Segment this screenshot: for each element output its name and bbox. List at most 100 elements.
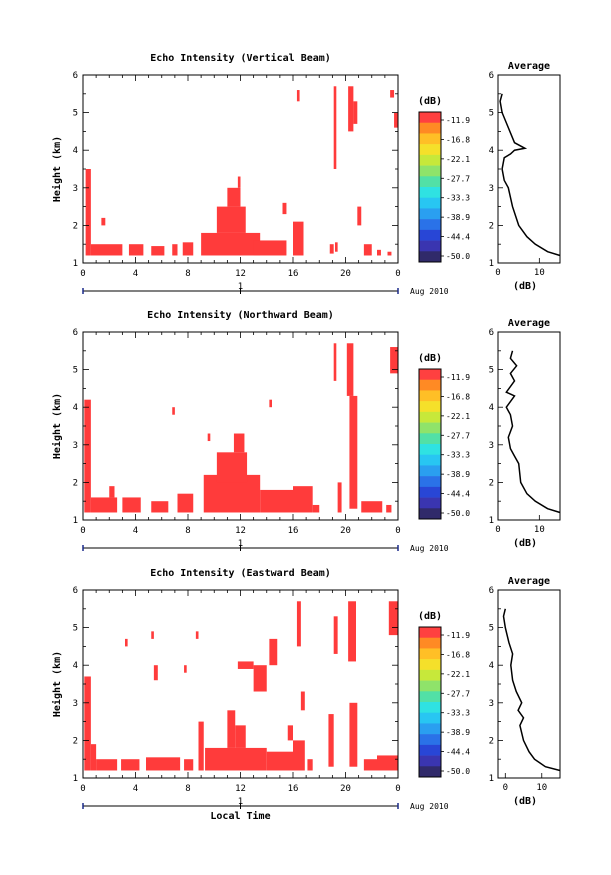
colorbar-swatch	[419, 379, 441, 391]
colorbar-swatch	[419, 476, 441, 488]
echo-region	[328, 714, 334, 767]
echo-region	[151, 501, 169, 513]
y-tick-label: 5	[73, 366, 78, 376]
echo-region	[201, 232, 261, 256]
echo-region	[227, 710, 236, 748]
average-y-tick-label: 2	[489, 478, 494, 488]
colorbar-tick-label: -38.9	[446, 728, 470, 737]
echo-region	[387, 251, 392, 256]
average-y-tick-label: 2	[489, 736, 494, 746]
average-profile-line	[505, 350, 561, 514]
colorbar-tick-label: -27.7	[446, 174, 470, 183]
y-tick-label: 2	[73, 736, 78, 746]
average-y-tick-label: 5	[489, 109, 494, 119]
echo-region	[296, 601, 301, 647]
average-y-tick-label: 5	[489, 366, 494, 376]
x-tick-label: 8	[185, 784, 190, 794]
average-title: Average	[508, 61, 550, 72]
colorbar-swatch	[419, 723, 441, 735]
colorbar-swatch	[419, 637, 441, 649]
colorbar-swatch	[419, 734, 441, 746]
average-y-tick-label: 1	[489, 259, 494, 269]
colorbar-swatch	[419, 508, 441, 520]
echo-cells	[84, 601, 398, 771]
echo-region	[207, 433, 211, 442]
x-tick-label: 4	[133, 269, 138, 279]
average-y-tick-label: 4	[489, 403, 494, 413]
echo-region	[353, 101, 358, 124]
echo-region	[216, 452, 248, 483]
echo-region	[235, 725, 246, 748]
colorbar-swatch	[419, 197, 441, 209]
average-x-tick-label: 10	[534, 525, 545, 535]
colorbar-swatch	[419, 154, 441, 166]
x-tick-label: 16	[288, 784, 299, 794]
y-tick-label: 4	[73, 661, 78, 671]
echo-region	[346, 343, 354, 396]
average-y-tick-label: 6	[489, 328, 494, 338]
colorbar-tick-label: -22.1	[446, 155, 470, 164]
echo-region	[90, 244, 123, 256]
colorbar: (dB) -11.9 -16.8 -22.1 -27.7 -33.3 -38.9 -44.4 -…	[418, 353, 470, 520]
y-axis-label: Height (km)	[51, 393, 63, 459]
x-tick-label: 0	[395, 526, 400, 536]
colorbar-swatch	[419, 411, 441, 423]
colorbar-unit: (dB)	[418, 611, 442, 622]
echo-region	[172, 244, 178, 256]
echo-region	[377, 249, 381, 256]
average-y-tick-label: 2	[489, 221, 494, 231]
x-tick-label: 0	[395, 269, 400, 279]
y-tick-label: 6	[73, 328, 78, 338]
echo-region	[90, 497, 118, 513]
y-tick-label: 4	[73, 403, 78, 413]
colorbar-tick-label: -16.8	[446, 135, 470, 144]
colorbar-tick-label: -50.0	[446, 252, 470, 261]
echo-region	[269, 638, 278, 666]
x-tick-label: 4	[133, 526, 138, 536]
colorbar-swatch	[419, 744, 441, 756]
x-axis-label: Local Time	[210, 810, 270, 822]
colorbar-tick-label: -11.9	[446, 116, 470, 125]
average-profile-line	[499, 93, 561, 257]
echo-region	[386, 504, 392, 513]
echo-region	[293, 221, 304, 256]
colorbar-swatch	[419, 229, 441, 241]
colorbar-frame	[418, 626, 442, 778]
average-x-tick-label: 0	[495, 268, 500, 278]
panel-3: Echo Intensity (Eastward Beam)0 4 8 12 16 20 0…	[51, 567, 561, 822]
echo-region	[349, 702, 358, 767]
colorbar-swatch	[419, 433, 441, 445]
colorbar-swatch	[419, 755, 441, 767]
colorbar-frame	[418, 111, 442, 263]
x-tick-label: 12	[235, 784, 246, 794]
echo-region	[357, 206, 362, 226]
average-frame	[497, 331, 561, 521]
echo-region	[363, 759, 377, 771]
echo-region	[128, 244, 144, 256]
echo-region	[253, 665, 267, 692]
colorbar-tick-label: -38.9	[446, 470, 470, 479]
echo-region	[122, 497, 141, 513]
colorbar-tick-label: -33.3	[446, 194, 470, 203]
y-axis-label: Height (km)	[51, 136, 63, 202]
colorbar-tick-label: -16.8	[446, 392, 470, 401]
x-tick-label: 8	[185, 526, 190, 536]
echo-region	[394, 112, 398, 128]
average-y-tick-label: 6	[489, 71, 494, 81]
colorbar-tick-label: -11.9	[446, 631, 470, 640]
colorbar-swatch	[419, 390, 441, 402]
y-tick-label: 2	[73, 478, 78, 488]
colorbar-swatch	[419, 627, 441, 639]
x-tick-label: 16	[288, 269, 299, 279]
average-y-tick-label: 5	[489, 624, 494, 634]
colorbar-tick-label: -16.8	[446, 650, 470, 659]
x-tick-label: 20	[340, 269, 351, 279]
colorbar-swatch	[419, 486, 441, 498]
average-frame	[497, 589, 561, 779]
panel-2: Echo Intensity (Northward Beam)0 4 8 12 16 20…	[51, 309, 561, 553]
y-tick-label: 3	[73, 184, 78, 194]
colorbar-tick-label: -50.0	[446, 509, 470, 518]
colorbar-unit: (dB)	[418, 96, 442, 107]
echo-region	[151, 631, 154, 639]
colorbar: (dB) -11.9 -16.8 -22.1 -27.7 -33.3 -38.9 -44.4 -…	[418, 611, 470, 778]
